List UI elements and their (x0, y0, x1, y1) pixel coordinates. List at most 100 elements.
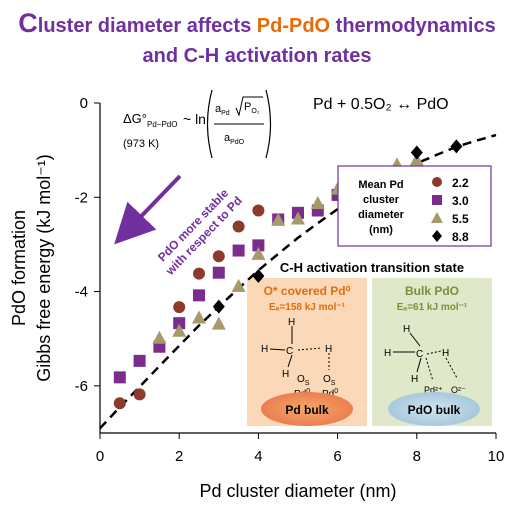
atom-h: H (403, 324, 410, 335)
title-first-letter: C (18, 8, 38, 38)
legend-label: 8.8 (452, 230, 469, 244)
inset-header: C-H activation transition state (280, 260, 464, 275)
data-point-diamond (252, 269, 265, 284)
eq-bracket-right (265, 89, 272, 159)
atom-c: C (416, 349, 423, 360)
bond (297, 347, 323, 351)
atom-h: H (411, 374, 418, 385)
chart-title-line1: Cluster diameter affects Pd-PdO thermody… (18, 8, 495, 38)
inset-left-title: O* covered Pd⁰ (264, 284, 351, 298)
data-point-square (212, 266, 225, 279)
data-point-square (113, 371, 126, 384)
x-tick-label: 10 (488, 448, 505, 465)
data-point-diamond (212, 299, 225, 314)
atom-o2: O²⁻ (451, 385, 466, 395)
x-tick-label: 8 (413, 448, 421, 465)
atom-c: C (286, 346, 293, 357)
legend-marker-square (432, 195, 442, 205)
y-tick-label: 0 (80, 95, 88, 112)
bond (425, 357, 434, 382)
x-tick-label: 6 (333, 448, 341, 465)
data-point-circle (113, 397, 126, 410)
legend-items: 2.2 3.0 5.5 8.8 (431, 176, 469, 244)
atom-h: H (288, 317, 295, 328)
data-point-triangle (251, 246, 266, 260)
eq-temp: (973 K) (123, 138, 159, 150)
data-point-circle (252, 204, 265, 217)
fit-curve (99, 133, 497, 430)
right-molecule: H H C H H Pd²⁺ O²⁻ (384, 324, 466, 395)
title-pd-pdo: Pd-PdO (257, 15, 330, 37)
inset-transition-state: C-H activation transition state O* cover… (247, 260, 492, 426)
x-tick-label: 2 (175, 448, 183, 465)
y-tick-label: -4 (75, 284, 88, 301)
eq-numerator-a: aPd (215, 103, 230, 117)
eq-sqrt-sign (235, 96, 263, 117)
legend-label: 5.5 (452, 212, 469, 226)
legend-marker-diamond (432, 230, 442, 242)
atom-pd2: Pd²⁺ (424, 385, 443, 395)
bond (416, 357, 422, 373)
atom-h: H (325, 344, 332, 355)
title-part1: luster diameter affects (38, 15, 257, 37)
eq-bracket-left (206, 89, 213, 159)
title-part2: thermodynamics (330, 15, 496, 37)
data-point-square (193, 289, 205, 302)
data-point-circle (212, 250, 225, 263)
data-point-diamond (450, 139, 463, 154)
axes (99, 103, 496, 434)
bond (409, 332, 421, 347)
data-point-triangle (231, 278, 246, 292)
inset-right-ea: Eₐ=61 kJ mol⁻¹ (397, 302, 468, 313)
y-axis-label-line2: Gibbs free energy (kJ mol⁻¹) (34, 154, 54, 382)
legend-marker-triangle (431, 212, 443, 223)
x-tick-label: 4 (254, 448, 262, 465)
eq-denominator: aPdO (224, 132, 245, 146)
data-point-triangle (172, 323, 187, 337)
data-point-square (173, 317, 186, 330)
legend-label: 3.0 (452, 194, 469, 208)
stability-arrow-line (114, 174, 182, 245)
legend-header-line: Mean Pd (358, 179, 403, 191)
data-point-triangle (271, 212, 286, 226)
eq-approx-ln: ~ ln (183, 111, 206, 127)
eq-numerator-p: PO₂ (244, 101, 260, 115)
pdo-bulk-label: PdO bulk (408, 403, 461, 417)
atom-o-left: OS (297, 374, 310, 387)
data-point-diamond (410, 145, 423, 160)
axis-ticks: 0 2 4 6 8 10 0 -2 -4 -6 (75, 95, 505, 465)
legend-header-line: diameter (358, 209, 405, 221)
data-point-triangle (310, 195, 325, 209)
x-axis-label: Pd cluster diameter (nm) (199, 481, 396, 501)
data-point-square (252, 239, 265, 252)
legend-header-line: cluster (363, 194, 400, 206)
data-point-triangle (152, 330, 167, 344)
atom-o-right: OS (323, 374, 336, 387)
bond (269, 348, 286, 351)
pdo-bulk-ellipse (388, 392, 480, 426)
data-point-square (232, 244, 245, 257)
y-axis-label-line1: PdO formation (9, 210, 29, 326)
data-point-triangle (211, 316, 226, 330)
chart-title-line2: and C-H activation rates (143, 45, 372, 67)
data-point-circle (133, 388, 146, 401)
data-point-circle (193, 267, 205, 280)
y-tick-label: -6 (75, 378, 88, 395)
atom-h: H (282, 369, 289, 380)
equation: ΔG°Pd−PdO (973 K) ~ ln aPd PO₂ aPdO Pd +… (123, 89, 449, 159)
atom-h: H (261, 344, 268, 355)
legend-marker-circle (432, 177, 442, 187)
inset-left-ea: Eₐ=158 kJ mol⁻¹ (269, 302, 346, 313)
legend: Mean Pd cluster diameter (nm) 2.2 3.0 5.5 8.8 (337, 165, 492, 247)
data-point-circle (232, 220, 245, 233)
data-point-triangle (192, 310, 206, 324)
inset-right-title: Bulk PdO (405, 284, 459, 298)
legend-box (337, 165, 492, 247)
data-point-triangle (291, 211, 305, 225)
atom-h: H (442, 348, 449, 359)
data-point-square (133, 354, 146, 367)
data-point-circle (173, 301, 186, 314)
legend-header-line: (nm) (369, 224, 393, 236)
eq-delta-g: ΔG°Pd−PdO (123, 111, 177, 129)
